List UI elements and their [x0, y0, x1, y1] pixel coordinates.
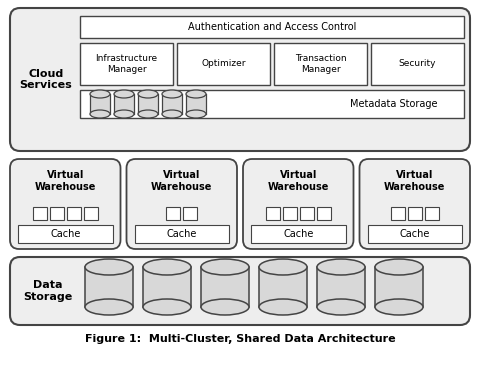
Ellipse shape	[186, 90, 206, 98]
Text: Authentication and Access Control: Authentication and Access Control	[188, 22, 356, 32]
Bar	[67, 207, 81, 220]
Text: Cloud
Services: Cloud Services	[20, 69, 72, 90]
Ellipse shape	[143, 299, 191, 315]
Text: Metadata Storage: Metadata Storage	[350, 99, 438, 109]
Bar	[425, 207, 439, 220]
Ellipse shape	[317, 259, 365, 275]
FancyBboxPatch shape	[127, 159, 237, 249]
Polygon shape	[201, 267, 249, 307]
Ellipse shape	[375, 259, 423, 275]
Text: Optimizer: Optimizer	[201, 60, 246, 69]
Ellipse shape	[317, 299, 365, 315]
Ellipse shape	[114, 90, 134, 98]
Text: Virtual
Warehouse: Virtual Warehouse	[267, 170, 329, 192]
Polygon shape	[186, 94, 206, 114]
Text: Cache: Cache	[399, 229, 430, 239]
Bar	[391, 207, 405, 220]
Text: Virtual
Warehouse: Virtual Warehouse	[35, 170, 96, 192]
Bar	[408, 207, 422, 220]
Ellipse shape	[138, 110, 158, 118]
Polygon shape	[138, 94, 158, 114]
FancyBboxPatch shape	[243, 159, 353, 249]
Polygon shape	[375, 267, 423, 307]
Bar	[266, 207, 280, 220]
FancyBboxPatch shape	[10, 159, 120, 249]
Ellipse shape	[138, 90, 158, 98]
Text: Figure 1:  Multi-Cluster, Shared Data Architecture: Figure 1: Multi-Cluster, Shared Data Arc…	[84, 334, 396, 344]
Bar	[134, 225, 229, 243]
Bar	[84, 207, 98, 220]
Polygon shape	[317, 267, 365, 307]
Ellipse shape	[90, 90, 110, 98]
Text: Virtual
Warehouse: Virtual Warehouse	[384, 170, 445, 192]
Ellipse shape	[201, 259, 249, 275]
Ellipse shape	[85, 299, 133, 315]
Ellipse shape	[259, 259, 307, 275]
Text: Cache: Cache	[167, 229, 197, 239]
Polygon shape	[85, 267, 133, 307]
Ellipse shape	[162, 110, 182, 118]
Ellipse shape	[85, 259, 133, 275]
Bar	[80, 16, 464, 38]
Polygon shape	[162, 94, 182, 114]
Ellipse shape	[143, 259, 191, 275]
Text: Cache: Cache	[50, 229, 81, 239]
Ellipse shape	[162, 90, 182, 98]
Bar	[300, 207, 314, 220]
Text: Infrastructure
Manager: Infrastructure Manager	[96, 54, 157, 74]
Ellipse shape	[114, 110, 134, 118]
Polygon shape	[143, 267, 191, 307]
Bar	[33, 207, 47, 220]
FancyBboxPatch shape	[360, 159, 470, 249]
Text: Security: Security	[399, 60, 436, 69]
Ellipse shape	[259, 299, 307, 315]
Bar	[371, 43, 464, 85]
Text: Cache: Cache	[283, 229, 313, 239]
Bar	[18, 225, 112, 243]
Bar	[251, 225, 346, 243]
Text: Data
Storage: Data Storage	[24, 280, 72, 302]
FancyBboxPatch shape	[10, 257, 470, 325]
Ellipse shape	[90, 110, 110, 118]
Polygon shape	[259, 267, 307, 307]
Bar	[80, 43, 173, 85]
Bar	[80, 90, 464, 118]
Bar	[166, 207, 180, 220]
Bar	[177, 43, 270, 85]
Bar	[183, 207, 197, 220]
Ellipse shape	[201, 299, 249, 315]
Bar	[368, 225, 462, 243]
Text: Virtual
Warehouse: Virtual Warehouse	[151, 170, 213, 192]
Text: Transaction
Manager: Transaction Manager	[295, 54, 346, 74]
Ellipse shape	[186, 110, 206, 118]
Bar	[50, 207, 64, 220]
Bar	[317, 207, 331, 220]
FancyBboxPatch shape	[10, 8, 470, 151]
Polygon shape	[90, 94, 110, 114]
Bar	[274, 43, 367, 85]
Ellipse shape	[375, 299, 423, 315]
Polygon shape	[114, 94, 134, 114]
Bar	[283, 207, 297, 220]
